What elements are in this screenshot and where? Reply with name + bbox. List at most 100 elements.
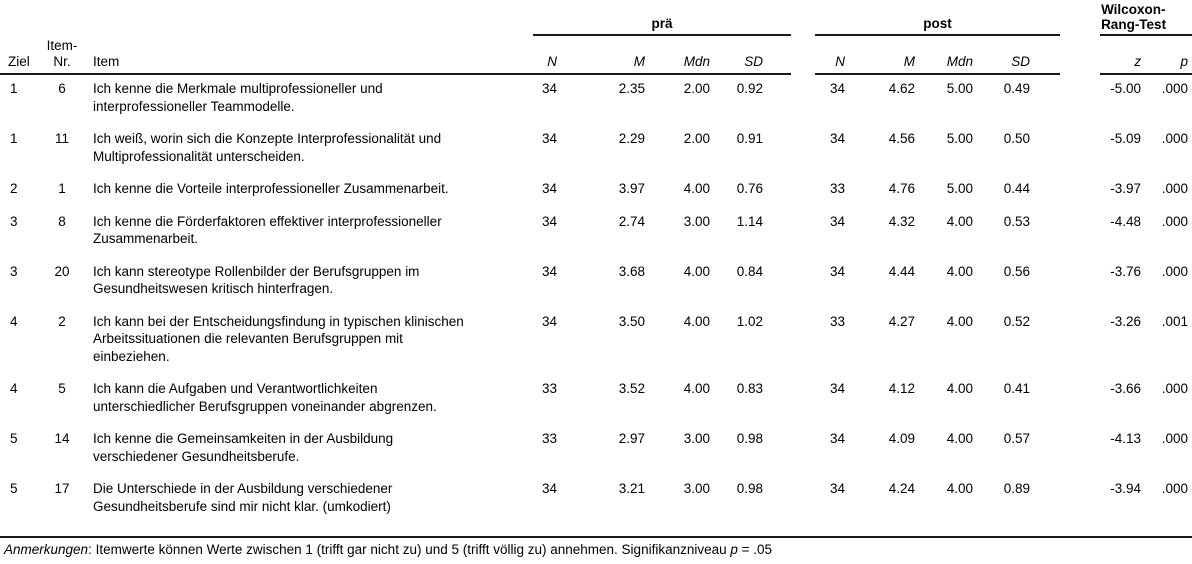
header-post-n: N	[815, 35, 845, 75]
pre-mdn-value: 4.00	[683, 381, 710, 396]
post-m-value: 4.24	[888, 481, 915, 496]
spacer	[763, 35, 791, 75]
pre-sd-value: 1.02	[736, 313, 763, 329]
pre-m-value: 2.35	[618, 81, 645, 96]
spacer	[1188, 35, 1192, 75]
pre-m-value: 2.97	[618, 431, 645, 446]
table-row: 4 5 Ich kann die Aufgaben und Verantwort…	[0, 365, 1192, 415]
spacer	[1188, 165, 1192, 198]
z-value: -3.26	[1110, 313, 1142, 329]
item-nr-value: 17	[54, 481, 70, 496]
post-m-value: 4.27	[888, 313, 915, 329]
ziel-value: 3	[10, 263, 18, 279]
header-post-mdn: Mdn	[915, 35, 973, 75]
p-value: .000	[1161, 213, 1189, 229]
pre-n-value: 34	[541, 263, 557, 279]
ziel-value: 5	[10, 481, 18, 496]
spacer	[1188, 365, 1192, 415]
pre-sd-value: 0.84	[736, 263, 763, 279]
column-gap	[791, 365, 815, 415]
header-post-m: M	[845, 35, 915, 75]
spacer	[1030, 74, 1060, 115]
item-text: Ich kann stereotype Rollenbilder der Ber…	[93, 263, 420, 297]
spacer	[763, 165, 791, 198]
item-nr-value: 2	[58, 313, 66, 329]
pre-m-value: 2.29	[618, 131, 645, 146]
p-value: .000	[1161, 131, 1189, 146]
z-value: -4.48	[1110, 213, 1142, 229]
column-gap	[791, 35, 815, 74]
header-post-sd: SD	[973, 35, 1030, 75]
pre-mdn-value: 3.00	[683, 481, 710, 496]
z-value: -3.76	[1110, 263, 1142, 279]
z-value: -3.97	[1110, 181, 1142, 196]
post-n-value: 34	[829, 81, 845, 96]
pre-mdn-value: 4.00	[683, 313, 710, 329]
table-header: prä post Wilcoxon- Rang-Test Ziel Item- …	[0, 0, 1192, 75]
pre-sd-value: 0.91	[736, 131, 763, 146]
ziel-value: 5	[10, 431, 18, 446]
post-m-value: 4.62	[888, 81, 915, 96]
table-row: 4 2 Ich kann bei der Entscheidungsfindun…	[0, 298, 1192, 366]
z-value: -5.09	[1110, 131, 1142, 146]
post-sd-value: 0.52	[1003, 313, 1030, 329]
footnote-text: : Itemwerte können Werte zwischen 1 (tri…	[88, 542, 731, 557]
column-gap	[791, 74, 815, 115]
post-sd-value: 0.50	[1003, 131, 1030, 146]
group-header-wilcoxon: Wilcoxon- Rang-Test	[1100, 0, 1192, 36]
pre-m-value: 2.74	[618, 213, 645, 229]
spacer	[1188, 74, 1192, 115]
spacer	[1030, 415, 1060, 465]
post-mdn-value: 4.00	[946, 213, 973, 229]
ziel-value: 3	[10, 213, 18, 229]
column-gap	[1060, 415, 1100, 465]
post-n-value: 33	[829, 181, 845, 196]
post-sd-value: 0.57	[1003, 431, 1030, 446]
spacer	[1030, 248, 1060, 298]
column-gap	[791, 248, 815, 298]
column-gap	[1060, 298, 1100, 366]
header-pre-m: M	[557, 35, 645, 75]
spacer	[763, 248, 791, 298]
ziel-value: 4	[10, 381, 18, 396]
item-text: Ich kenne die Merkmale multiprofessionel…	[93, 81, 383, 114]
table-row: 1 6 Ich kenne die Merkmale multiprofessi…	[0, 74, 1192, 115]
pre-sd-value: 0.83	[736, 381, 763, 396]
spacer	[1030, 35, 1061, 75]
pre-m-value: 3.97	[618, 181, 645, 196]
column-gap	[791, 165, 815, 198]
p-value: .000	[1161, 181, 1189, 196]
pre-mdn-value: 2.00	[683, 131, 710, 146]
spacer	[763, 365, 791, 415]
group-header-row: prä post Wilcoxon- Rang-Test	[0, 0, 1192, 36]
item-nr-value: 6	[58, 81, 66, 96]
item-nr-value: 5	[58, 381, 66, 396]
table-row: 5 14 Ich kenne die Gemeinsamkeiten in de…	[0, 415, 1192, 465]
spacer	[763, 415, 791, 465]
post-mdn-value: 4.00	[946, 481, 973, 496]
post-sd-value: 0.41	[1003, 381, 1030, 396]
pre-mdn-value: 2.00	[683, 81, 710, 96]
table-body: 1 6 Ich kenne die Merkmale multiprofessi…	[0, 74, 1192, 537]
item-text: Ich weiß, worin sich die Konzepte Interp…	[93, 131, 442, 164]
post-n-value: 34	[829, 381, 845, 396]
spacer	[1030, 465, 1060, 537]
ziel-value: 1	[10, 131, 18, 146]
item-nr-value: 20	[54, 263, 70, 279]
pre-m-value: 3.68	[618, 263, 645, 279]
post-mdn-value: 4.00	[946, 431, 973, 446]
spacer	[763, 298, 791, 366]
column-gap	[1060, 35, 1100, 74]
item-text: Die Unterschiede in der Ausbildung versc…	[93, 481, 393, 514]
p-value: .000	[1161, 81, 1189, 96]
z-value: -3.94	[1110, 481, 1142, 496]
item-text: Ich kenne die Gemeinsamkeiten in der Aus…	[93, 431, 394, 464]
header-item: Item	[82, 35, 533, 75]
post-m-value: 4.76	[888, 181, 915, 196]
pre-mdn-value: 4.00	[683, 263, 710, 279]
pre-n-value: 34	[541, 81, 557, 96]
spacer	[1188, 415, 1192, 465]
ziel-value: 4	[10, 313, 18, 329]
spacer	[1188, 198, 1192, 248]
pre-sd-value: 0.76	[736, 181, 763, 196]
